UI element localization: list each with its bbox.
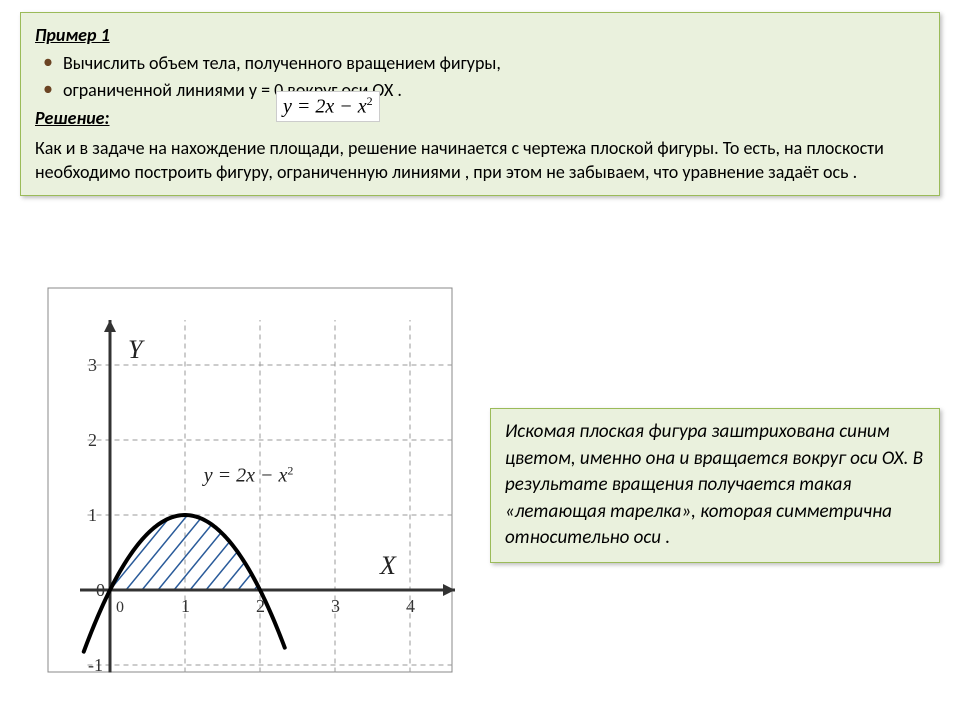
svg-text:X: X [379,551,397,580]
svg-text:Y: Y [128,335,145,364]
chart: 1 2 3 4 00 -1 1 2 3 Y Xy = 2x − x2 [40,280,460,680]
solution-block: Решение: [35,106,925,130]
svg-text:0: 0 [96,580,105,600]
svg-text:1: 1 [181,596,190,616]
result-panel: Искомая плоская фигура заштрихована сини… [490,408,940,563]
svg-text:2: 2 [256,596,265,616]
svg-text:y = 2x − x2: y = 2x − x2 [202,463,294,486]
result-text: Искомая плоская фигура заштрихована сини… [505,420,923,549]
bullet-item: Вычислить объем тела, полученного вращен… [63,51,925,75]
formula-inline: y = 2x − x2 [276,91,380,122]
svg-text:4: 4 [406,596,415,616]
svg-text:1: 1 [88,505,97,525]
svg-text:0: 0 [116,599,124,616]
problem-panel: Пример 1 Вычислить объем тела, полученно… [20,12,940,196]
bullet-item: ограниченной линиями y = 0 вокруг оси ОХ… [63,78,925,102]
svg-text:2: 2 [88,430,97,450]
svg-text:3: 3 [331,596,340,616]
svg-text:3: 3 [88,355,97,375]
svg-text:-1: -1 [88,655,103,675]
example-title: Пример 1 [35,23,925,47]
bullet-list: Вычислить объем тела, полученного вращен… [35,51,925,102]
solution-text: Как и в задаче на нахождение площади, ре… [35,136,925,185]
solution-label: Решение: [35,107,110,129]
